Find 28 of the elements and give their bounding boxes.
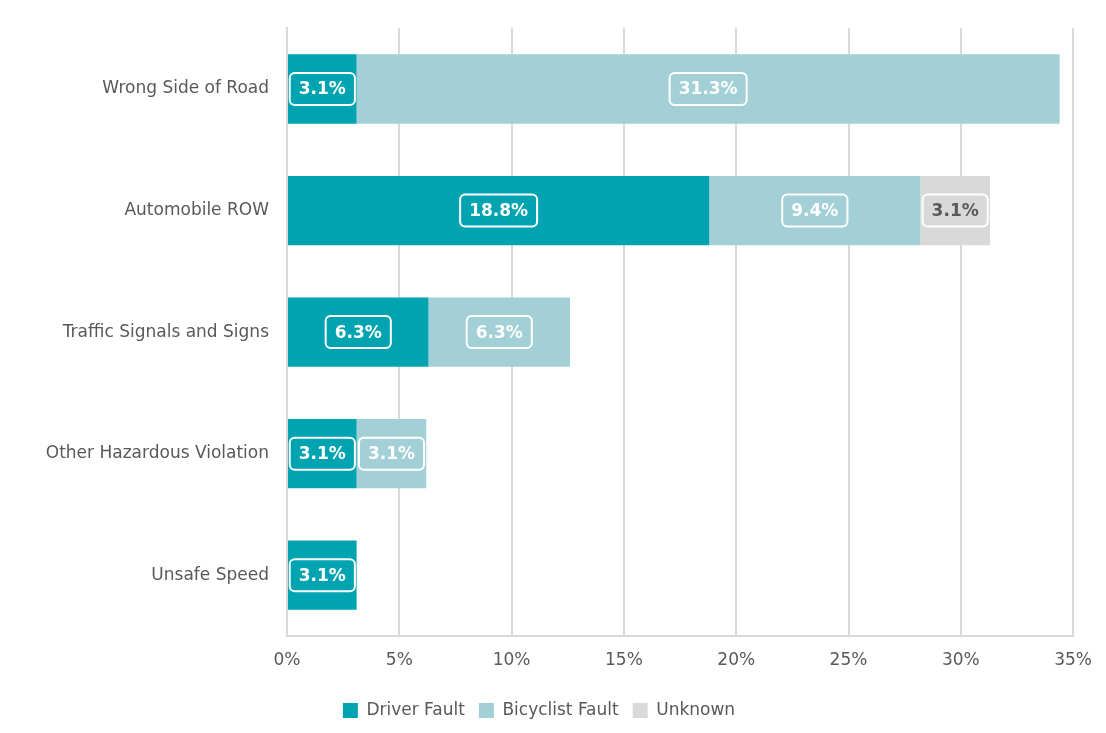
data-label: 9.4% [791,199,839,220]
legend-label: Driver Fault [366,698,466,719]
x-tick-label: 15% [605,648,643,669]
x-tick-label: 30% [941,648,980,669]
y-tick-label: Traffic Signals and Signs [61,320,270,341]
data-label: 31.3% [678,78,738,99]
bar [288,175,710,246]
x-tick-label: 20% [717,648,756,669]
legend-label: Bicyclist Fault [502,698,620,719]
y-tick-label: Unsafe Speed [151,563,269,584]
x-tick-label: 5% [385,648,413,669]
x-tick-label: 10% [492,648,531,669]
y-tick-label: Other Hazardous Violation [45,442,269,463]
bar [356,54,1060,124]
data-label: 3.1% [931,199,979,220]
data-label: 6.3% [334,321,382,342]
y-tick-label: Wrong Side of Road [102,77,269,98]
data-label: 3.1% [298,78,346,99]
y-tick-label: Automobile ROW [124,198,270,219]
data-label: 3.1% [298,564,346,585]
x-tick-label: 25% [829,648,868,669]
data-label: 3.1% [367,443,416,464]
data-label: 6.3% [475,321,523,342]
legend-label: Unknown [656,698,736,719]
x-tick-label: 35% [1054,648,1093,669]
data-label: 18.8% [469,199,529,220]
data-label: 3.1% [298,443,346,464]
x-tick-label: 0% [273,648,301,669]
